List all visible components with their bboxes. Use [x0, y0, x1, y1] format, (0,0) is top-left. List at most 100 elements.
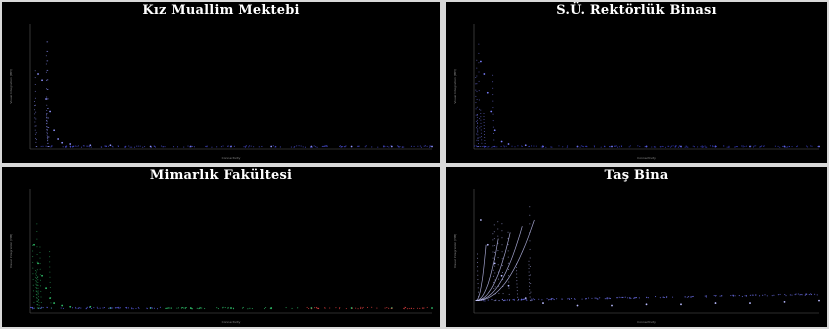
data-point	[322, 145, 324, 147]
data-point	[159, 306, 161, 308]
data-point	[672, 145, 674, 147]
data-point	[521, 298, 523, 300]
data-point	[35, 273, 37, 275]
data-point	[74, 145, 76, 147]
data-point	[258, 146, 260, 148]
chart-title: Taş Bina	[604, 168, 669, 183]
data-point	[39, 257, 41, 259]
data-point	[311, 308, 313, 310]
data-point	[45, 117, 47, 119]
scatter-plot: Visual Integration [HH] Connectivity	[9, 24, 433, 160]
data-point	[227, 145, 229, 147]
data-point	[117, 306, 119, 309]
data-point	[423, 145, 425, 147]
data-point	[721, 295, 723, 297]
data-point	[593, 146, 596, 148]
data-point	[88, 146, 90, 148]
data-point	[249, 145, 251, 147]
data-point	[391, 307, 393, 309]
data-point	[492, 146, 494, 148]
data-point	[494, 286, 496, 288]
data-point	[39, 246, 41, 248]
data-point	[30, 306, 32, 309]
data-point	[33, 301, 35, 303]
data-point	[786, 146, 788, 148]
data-point	[651, 146, 653, 148]
data-point	[316, 306, 318, 308]
data-point	[403, 146, 405, 148]
data-point	[516, 266, 518, 268]
data-point	[608, 297, 610, 299]
data-point	[47, 137, 49, 139]
data-point	[191, 145, 193, 147]
data-point	[47, 126, 49, 128]
data-point	[32, 261, 34, 263]
data-point	[501, 272, 503, 274]
data-point	[477, 257, 479, 259]
data-point	[261, 145, 263, 148]
data-point	[124, 146, 126, 148]
data-point	[46, 79, 48, 81]
data-point	[586, 146, 588, 148]
data-point	[390, 145, 392, 147]
data-point	[516, 270, 518, 272]
data-point	[529, 240, 531, 242]
data-point	[182, 307, 184, 309]
data-point	[118, 306, 120, 308]
data-point	[530, 145, 533, 147]
data-point	[501, 265, 503, 267]
data-point	[484, 140, 486, 142]
data-point	[36, 223, 38, 225]
y-axis-label: Visual Integration [HH]	[453, 234, 457, 268]
data-point	[512, 299, 514, 301]
data-point	[477, 134, 479, 136]
data-point	[595, 297, 597, 299]
data-point	[531, 299, 533, 301]
data-point	[534, 299, 536, 301]
data-point	[46, 132, 48, 134]
data-point	[529, 292, 531, 294]
data-point	[245, 145, 247, 147]
data-point	[413, 308, 415, 310]
data-point	[62, 146, 64, 148]
data-point	[75, 306, 77, 308]
data-point	[149, 306, 151, 309]
data-point	[785, 295, 787, 297]
data-point	[357, 145, 360, 147]
data-point	[498, 285, 500, 287]
data-point	[476, 139, 478, 141]
chart-panel-tas-bina: Taş Bina Visual Integration [HH] Connecti…	[446, 167, 827, 327]
data-point	[34, 77, 36, 79]
data-point	[639, 145, 641, 147]
data-point	[486, 243, 489, 246]
data-point	[341, 146, 344, 148]
data-point	[166, 307, 169, 309]
data-point	[755, 145, 757, 147]
data-point	[811, 294, 813, 296]
data-point	[618, 296, 620, 298]
data-point	[183, 146, 185, 148]
data-point	[216, 146, 218, 148]
data-point	[621, 296, 623, 298]
data-point	[493, 129, 496, 132]
data-point	[35, 290, 37, 292]
data-point	[242, 306, 244, 309]
data-point	[483, 116, 485, 118]
data-point	[137, 306, 139, 309]
data-point	[153, 145, 155, 147]
data-point	[814, 293, 816, 295]
data-point	[35, 137, 37, 139]
data-point	[493, 133, 495, 135]
data-point	[296, 145, 298, 147]
data-point	[475, 108, 477, 110]
data-point	[422, 307, 424, 309]
data-point	[495, 300, 497, 302]
data-point	[340, 146, 342, 148]
data-point	[80, 307, 82, 309]
data-point	[46, 116, 48, 118]
series-curve	[475, 219, 535, 301]
data-point	[692, 145, 694, 147]
data-point	[386, 145, 388, 147]
data-point	[146, 307, 148, 309]
data-point	[46, 50, 48, 52]
